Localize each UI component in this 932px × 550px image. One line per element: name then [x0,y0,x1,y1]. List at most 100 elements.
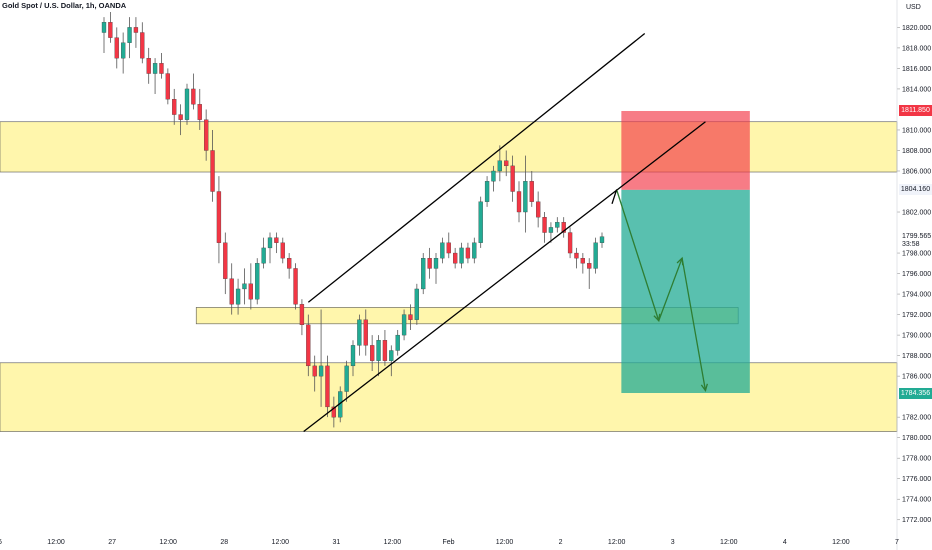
candle-body [446,242,451,254]
x-tick-label: 3 [670,539,675,546]
y-tick-label: 1818.000 [902,45,931,52]
candle-body [587,263,592,269]
candle-body [127,27,132,43]
candle-body [350,345,356,367]
candle-body [542,216,547,233]
y-tick-label: 1788.000 [902,353,931,360]
candle-body [370,345,375,361]
candle-body [433,258,439,269]
candle-body [580,258,585,264]
candle-body [197,104,202,120]
candle-body [299,304,305,326]
candle-body [159,63,164,74]
candle-body [248,283,253,300]
candle-body [223,242,228,279]
candle-body [229,278,234,305]
candle-body [472,242,477,259]
candle-body [567,232,573,254]
take-profit-zone [621,189,750,394]
candle-body [114,37,119,59]
candle-body [184,88,190,120]
projection-segment [658,257,683,321]
y-tick-label: 1792.000 [902,312,931,319]
candle-body [178,114,183,120]
candle-body [267,237,273,249]
candle-body [140,32,145,59]
projection-segment [616,189,660,321]
candle-body [152,63,158,74]
candle-body [287,258,292,269]
projection-arrowhead [700,383,708,392]
last-price-value: 1799.565 [902,232,932,240]
candle-body [548,227,554,233]
candle-body [146,58,151,74]
x-tick-label: 4 [782,539,787,546]
x-tick-label: 2 [558,539,563,546]
candle-body [414,288,419,320]
drawings-layer[interactable] [303,33,708,433]
y-tick-label: 1816.000 [902,66,931,73]
target-price-badge: 1784.356 [899,387,932,399]
candle-body [478,201,483,243]
candle-body [108,22,113,38]
channel-trendline [307,33,646,303]
y-tick-label: 1786.000 [902,374,931,381]
x-tick-label: Feb [442,539,455,546]
candle-body [497,160,502,172]
currency-label: USD [906,4,921,11]
y-tick-label: 1810.000 [902,127,931,134]
candle-body [529,181,534,202]
channel-trendline [303,121,706,433]
x-tick-label: 31 [332,539,341,546]
candle-body [510,165,515,192]
candle-body [191,88,196,105]
candle-body [357,319,362,346]
candle-body [204,119,209,151]
y-tick-label: 1782.000 [902,415,931,422]
y-tick-label: 1820.000 [902,25,931,32]
candle-body [306,324,311,367]
candle-body [401,314,407,336]
candle-body [293,268,298,305]
y-tick-label: 1772.000 [902,517,931,524]
candle-body [593,242,598,269]
candle-body [561,222,566,233]
candle-body [255,263,260,300]
candle-body [376,340,381,361]
x-tick-label: 7 [895,539,899,546]
stop-price-badge: 1811.850 [899,105,932,117]
projection-segment [681,258,707,391]
x-tick-label: 6 [0,539,2,546]
candle-body [280,242,285,259]
x-tick-label: 12:00 [720,539,738,546]
candle-body [216,191,222,243]
entry-price-badge: 1804.160 [899,184,932,196]
candle-body [210,150,215,192]
candle-body [101,22,107,33]
candle-body [523,181,528,213]
x-tick-label: 12:00 [271,539,290,546]
zones-layer [0,121,898,432]
candle-body [274,237,279,243]
candle-body [363,319,368,346]
candle-body [574,252,579,259]
position-layer[interactable] [621,110,750,394]
candle-body [395,334,400,351]
candle-body [536,201,541,218]
y-tick-label: 1796.000 [902,271,931,278]
candles-layer [101,12,605,428]
support-resistance-zone [0,121,898,173]
x-tick-label: 12:00 [607,539,626,546]
candle-body [491,170,496,182]
candle-body [504,160,509,167]
candle-body [235,288,241,305]
last-price-label: 1799.565 33:58 [902,233,931,249]
candle-body [382,340,388,361]
candle-body [261,247,266,264]
candle-body [318,365,324,377]
entry-marker-line [611,189,618,205]
candle-body [165,73,170,100]
chart-title: Gold Spot / U.S. Dollar, 1h, OANDA [2,1,127,10]
